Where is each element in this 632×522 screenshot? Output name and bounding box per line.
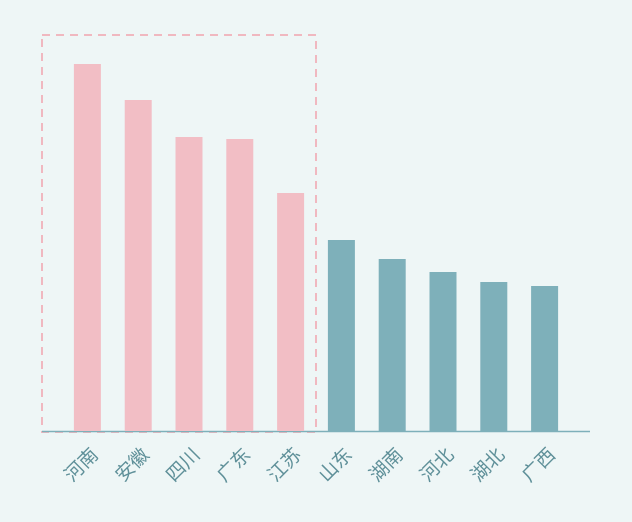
bar — [73, 64, 101, 431]
bar — [429, 272, 457, 431]
bar — [124, 100, 152, 431]
bar — [175, 137, 203, 431]
bar — [531, 286, 559, 431]
bar — [480, 282, 508, 431]
bar — [378, 259, 406, 431]
bar — [226, 139, 254, 431]
bar — [327, 240, 355, 431]
bar — [277, 193, 305, 431]
